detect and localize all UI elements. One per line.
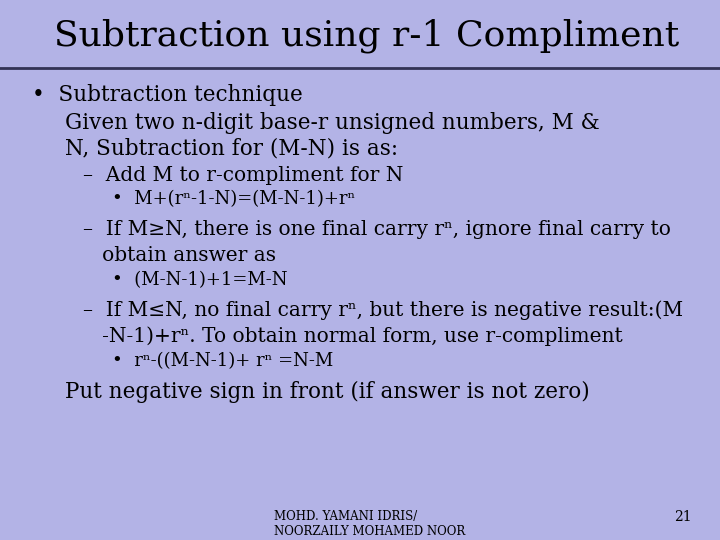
Text: -N-1)+rⁿ. To obtain normal form, use r-compliment: -N-1)+rⁿ. To obtain normal form, use r-c… [83, 327, 623, 346]
Text: 21: 21 [674, 510, 691, 524]
Text: •  (M-N-1)+1=M-N: • (M-N-1)+1=M-N [112, 271, 287, 289]
Text: obtain answer as: obtain answer as [83, 246, 276, 265]
Text: –  If M≥N, there is one final carry rⁿ, ignore final carry to: – If M≥N, there is one final carry rⁿ, i… [83, 220, 670, 239]
Text: Given two n-digit base-r unsigned numbers, M &: Given two n-digit base-r unsigned number… [65, 112, 600, 134]
Text: Put negative sign in front (if answer is not zero): Put negative sign in front (if answer is… [65, 381, 590, 403]
Text: Subtraction using r-1 Compliment: Subtraction using r-1 Compliment [54, 19, 679, 53]
Text: •  M+(rⁿ-1-N)=(M-N-1)+rⁿ: • M+(rⁿ-1-N)=(M-N-1)+rⁿ [112, 190, 355, 208]
Text: •  rⁿ-((M-N-1)+ rⁿ =N-M: • rⁿ-((M-N-1)+ rⁿ =N-M [112, 352, 333, 370]
Text: –  Add M to r-compliment for N: – Add M to r-compliment for N [83, 166, 403, 185]
Text: N, Subtraction for (M-N) is as:: N, Subtraction for (M-N) is as: [65, 138, 398, 160]
Text: •  Subtraction technique: • Subtraction technique [32, 84, 303, 106]
Text: –  If M≤N, no final carry rⁿ, but there is negative result:(M: – If M≤N, no final carry rⁿ, but there i… [83, 301, 683, 320]
Text: MOHD. YAMANI IDRIS/
NOORZAILY MOHAMED NOOR: MOHD. YAMANI IDRIS/ NOORZAILY MOHAMED NO… [274, 510, 465, 538]
